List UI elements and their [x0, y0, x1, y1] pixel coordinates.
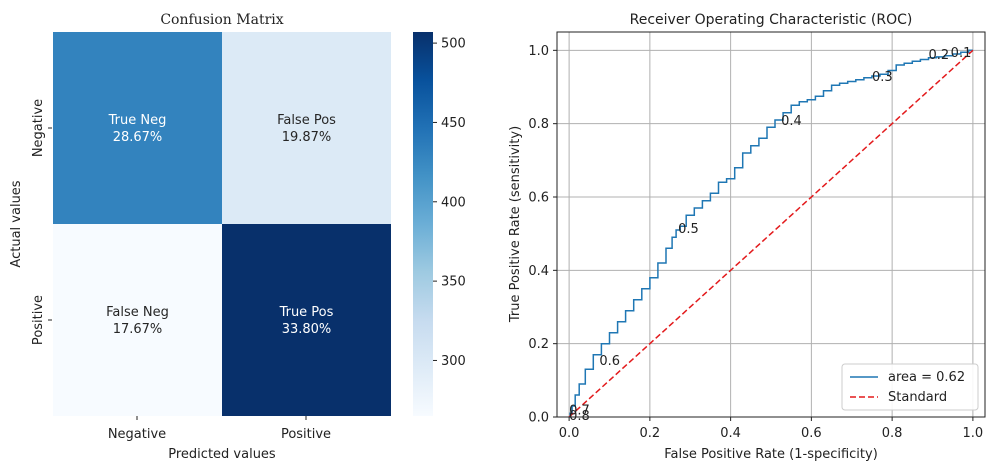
roc-xtick-label: 1.0: [963, 426, 984, 441]
cm-cell-percent: 33.80%: [282, 322, 332, 337]
roc-ylabel: True Positive Rate (sensitivity): [508, 126, 523, 323]
roc-legend-label-area: area = 0.62: [888, 370, 965, 385]
cm-colorbar-tick-label: 450: [441, 116, 466, 131]
roc-curve: [569, 49, 973, 418]
roc-annotations: 0.10.20.30.40.50.60.70.8: [569, 46, 971, 424]
roc-xtick-label: 0.6: [801, 426, 822, 441]
roc-xtick-label: 0.2: [640, 426, 661, 441]
cm-cell-label: True Pos: [279, 305, 334, 320]
cm-cell-label: True Neg: [108, 113, 167, 128]
cm-cell-label: False Neg: [106, 305, 169, 320]
roc-axes-frame: [556, 31, 986, 418]
cm-ytick-negative: Negative: [31, 99, 46, 157]
cm-cell-percent: 28.67%: [113, 130, 163, 145]
roc-threshold-label: 0.5: [678, 222, 699, 237]
roc-legend-box: [841, 363, 979, 411]
cm-colorbar-tick-label: 500: [441, 37, 466, 52]
cm-title: Confusion Matrix: [160, 12, 283, 28]
cm-cell-percent: 19.87%: [282, 130, 332, 145]
roc-legend: area = 0.62 Standard: [841, 363, 979, 411]
cm-colorbar-ticks: 300 350 400 450 500: [433, 37, 466, 369]
roc-ytick-label: 0.4: [528, 264, 549, 279]
cm-xtick-positive: Positive: [281, 427, 331, 442]
cm-colorbar-tick-label: 400: [441, 195, 466, 210]
cm-colorbar-tick-label: 300: [441, 354, 466, 369]
roc-threshold-label: 0.1: [951, 46, 972, 61]
roc-ytick-label: 0.2: [528, 337, 549, 352]
roc-threshold-label: 0.3: [872, 70, 893, 85]
roc-series: [568, 49, 974, 418]
roc-xlabel: False Positive Rate (1-specificity): [664, 447, 878, 462]
roc-threshold-label: 0.4: [781, 114, 802, 129]
roc-ticks: 0.0 0.2 0.4 0.6 0.8 1.0 0.0 0.2 0.4 0.6 0.8 1.0: [528, 44, 983, 441]
cm-ylabel: Actual values: [9, 180, 24, 267]
cm-cell: [222, 224, 391, 416]
cm-cells: True Neg 28.67% False Pos 19.87% False Neg 17…: [53, 32, 391, 416]
roc-xtick-label: 0.4: [720, 426, 741, 441]
roc-xtick-label: 0.8: [882, 426, 903, 441]
roc-ytick-label: 0.8: [528, 117, 549, 132]
cm-ytick-positive: Positive: [31, 295, 46, 345]
cm-colorbar: [413, 32, 433, 416]
roc-threshold-label: 0.2: [928, 48, 949, 63]
roc-ytick-label: 0.6: [528, 191, 549, 206]
cm-cell-percent: 17.67%: [113, 322, 163, 337]
roc-panel: Receiver Operating Characteristic (ROC) …: [508, 12, 986, 462]
cm-colorbar-tick-label: 350: [441, 275, 466, 290]
cm-xtick-negative: Negative: [108, 427, 166, 442]
cm-cell: [53, 32, 222, 224]
roc-threshold-label: 0.7: [569, 404, 590, 419]
confusion-matrix-panel: Confusion Matrix True Neg 28.67% False Pos…: [9, 12, 466, 462]
roc-grid: [557, 32, 985, 418]
roc-xtick-label: 0.0: [559, 426, 580, 441]
roc-standard-line: [568, 49, 974, 418]
cm-cell: [222, 32, 391, 224]
roc-legend-label-standard: Standard: [888, 390, 947, 405]
cm-xlabel: Predicted values: [168, 447, 276, 462]
roc-ytick-label: 0.0: [528, 411, 549, 426]
roc-ytick-label: 1.0: [528, 44, 549, 59]
cm-cell: [53, 224, 222, 416]
cm-cell-label: False Pos: [277, 113, 336, 128]
roc-threshold-label: 0.6: [599, 354, 620, 369]
roc-title: Receiver Operating Characteristic (ROC): [630, 12, 913, 28]
